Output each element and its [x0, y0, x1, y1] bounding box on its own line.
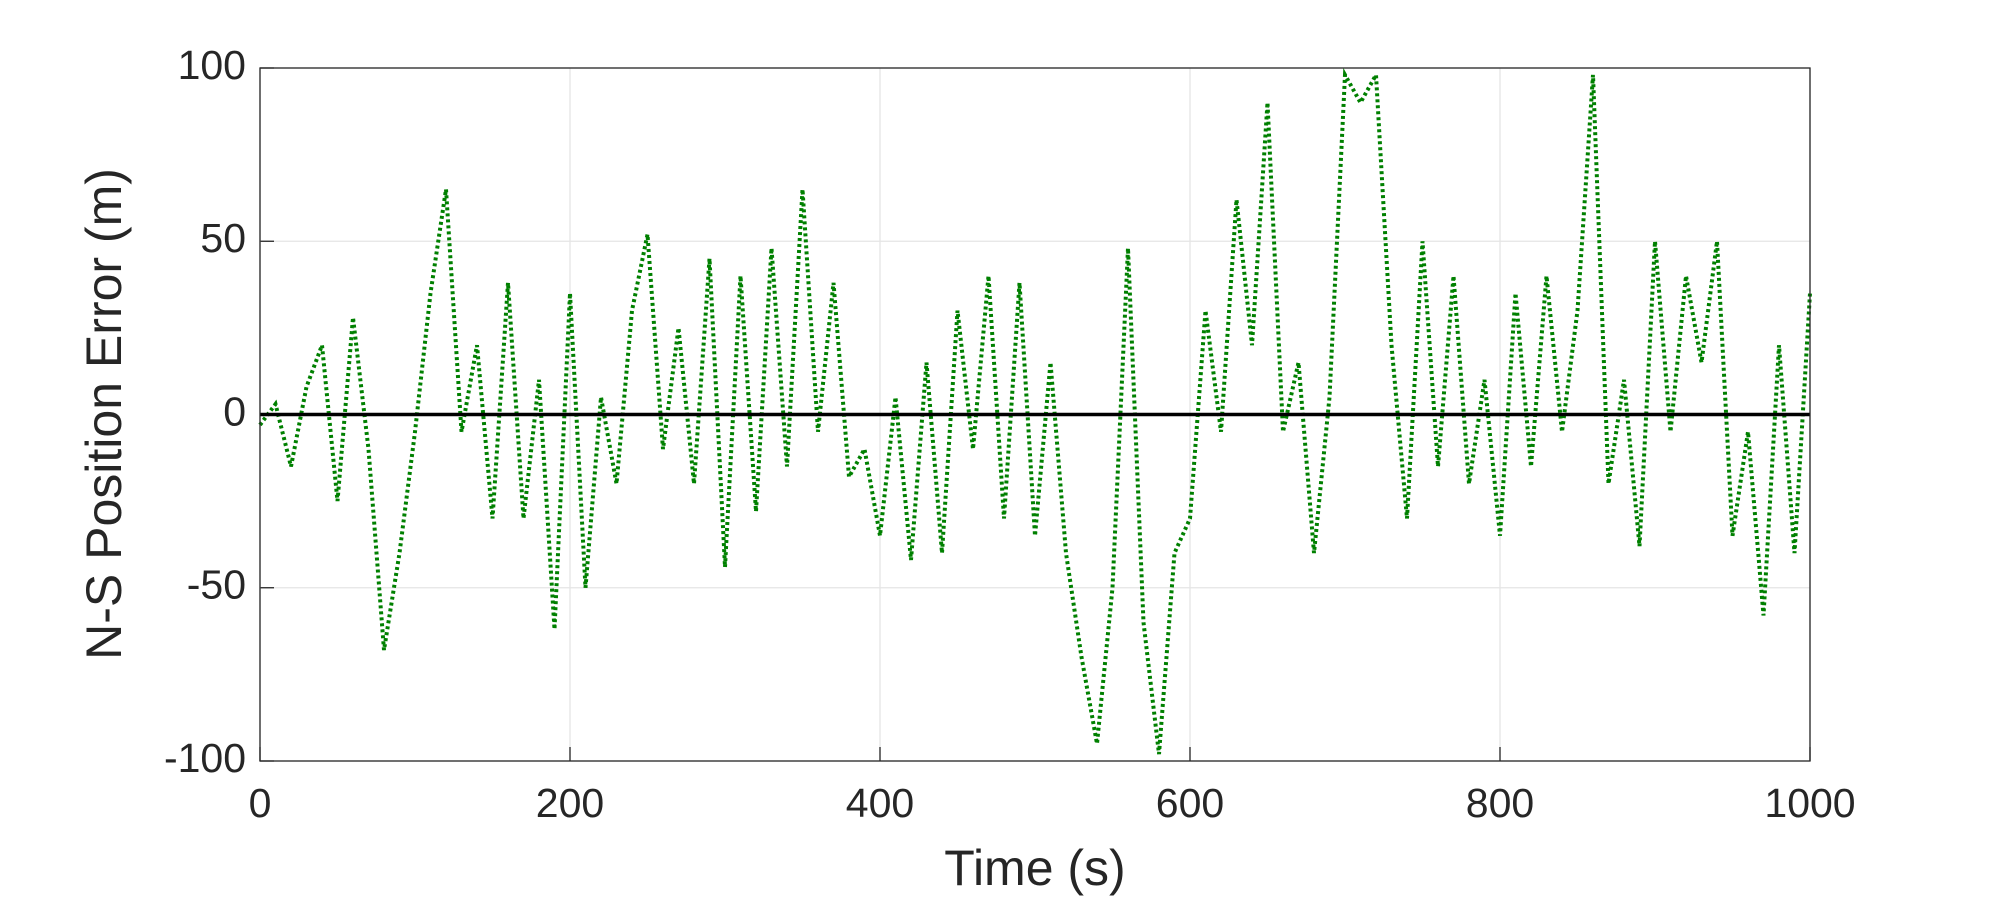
y-tick-label: 100: [178, 42, 246, 88]
y-axis-label: N-S Position Error (m): [76, 168, 132, 660]
x-tick-label: 1000: [1764, 780, 1855, 826]
y-tick-label: -50: [187, 562, 246, 608]
x-tick-label: 800: [1466, 780, 1534, 826]
x-tick-label: 400: [846, 780, 914, 826]
y-tick-label: 50: [200, 215, 246, 261]
y-tick-label: -100: [164, 735, 246, 781]
x-tick-label: 200: [536, 780, 604, 826]
x-tick-label: 600: [1156, 780, 1224, 826]
series-line: [258, 67, 1812, 755]
x-tick-label: 0: [249, 780, 272, 826]
axes-box: [259, 67, 1811, 762]
y-tick-label: 0: [223, 388, 246, 434]
x-axis-label: Time (s): [944, 840, 1125, 896]
